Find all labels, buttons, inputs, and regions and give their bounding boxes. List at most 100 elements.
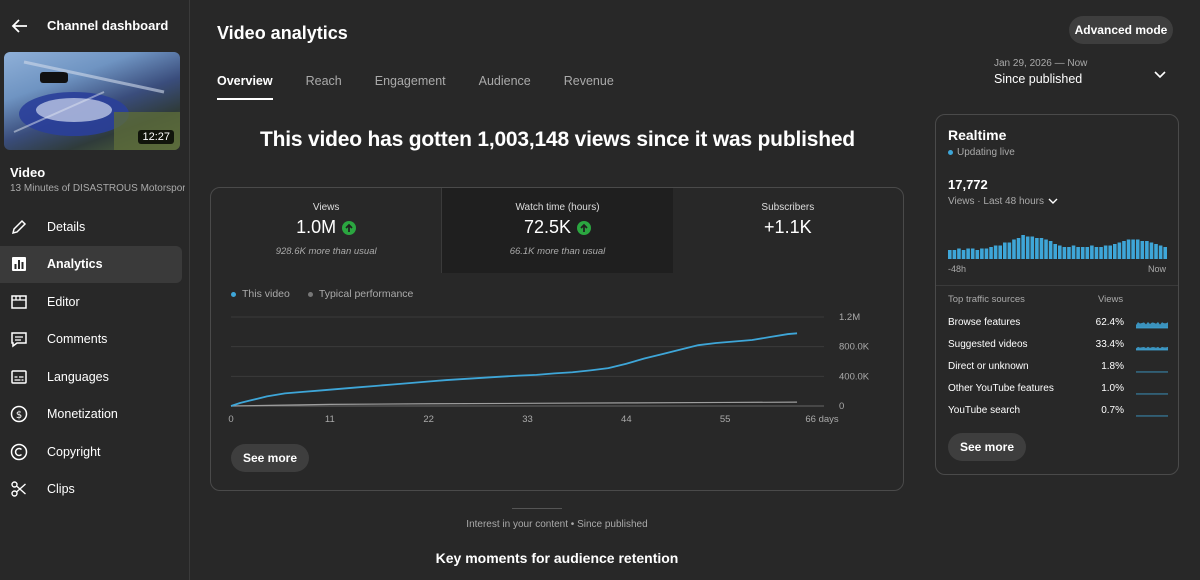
- realtime-bar[interactable]: [1035, 238, 1039, 259]
- scissors-icon: [11, 481, 26, 497]
- sidebar-item-label: Monetization: [47, 407, 118, 422]
- realtime-bar[interactable]: [1145, 241, 1149, 259]
- traffic-source-row[interactable]: Suggested videos 33.4%: [948, 337, 1168, 353]
- comments-icon: [11, 332, 27, 348]
- metric-subscribers[interactable]: Subscribers +1.1K: [673, 188, 903, 273]
- realtime-bar[interactable]: [1158, 245, 1163, 260]
- realtime-bar[interactable]: [1094, 247, 1099, 259]
- legend-dot: [307, 291, 313, 297]
- realtime-bar[interactable]: [1131, 239, 1135, 260]
- realtime-bar[interactable]: [1090, 245, 1094, 260]
- realtime-bar[interactable]: [961, 250, 966, 259]
- realtime-bar[interactable]: [1021, 235, 1025, 259]
- metric-value-wrap: +1.1K: [673, 217, 903, 238]
- realtime-bar[interactable]: [1067, 247, 1071, 259]
- tab-audience[interactable]: Audience: [478, 74, 531, 88]
- sidebar-item-clips[interactable]: Clips: [0, 471, 182, 509]
- realtime-bar[interactable]: [998, 245, 1002, 260]
- sidebar-header: Channel dashboard: [0, 0, 190, 50]
- realtime-bar[interactable]: [1154, 244, 1158, 259]
- realtime-bar[interactable]: [1080, 247, 1085, 259]
- date-range[interactable]: Jan 29, 2026 — Now: [994, 58, 1088, 69]
- realtime-bar[interactable]: [1122, 241, 1126, 259]
- back-arrow-icon[interactable]: [10, 16, 30, 36]
- video-thumbnail[interactable]: 12:27: [4, 52, 180, 150]
- realtime-bar[interactable]: [1053, 244, 1057, 259]
- realtime-bar[interactable]: [1117, 242, 1122, 260]
- video-name: 13 Minutes of DISASTROUS Motorsport...: [10, 183, 185, 194]
- video-duration: 12:27: [138, 130, 174, 144]
- traffic-source-row[interactable]: Other YouTube features 1.0%: [948, 381, 1168, 397]
- x-tick-label: 0: [228, 414, 233, 425]
- sidebar-item-monetization[interactable]: $ Monetization: [0, 396, 182, 434]
- sidebar-item-comments[interactable]: Comments: [0, 321, 182, 359]
- realtime-bar[interactable]: [1003, 242, 1007, 260]
- overview-card: Views 1.0M 928.6K more than usual Watch …: [210, 187, 904, 491]
- realtime-bar[interactable]: [1149, 242, 1154, 260]
- traffic-source-percent: 33.4%: [1095, 339, 1124, 350]
- sidebar: Channel dashboard 12:27 Video 13 Minutes…: [0, 0, 190, 580]
- realtime-bar[interactable]: [1016, 238, 1021, 259]
- realtime-bar[interactable]: [1163, 247, 1167, 259]
- chart-legend: This video Typical performance: [231, 288, 413, 300]
- views-headline: This video has gotten 1,003,148 views si…: [260, 128, 855, 151]
- realtime-bar[interactable]: [952, 250, 957, 259]
- metric-views[interactable]: Views 1.0M 928.6K more than usual: [211, 188, 443, 273]
- realtime-bar[interactable]: [1058, 245, 1062, 260]
- realtime-bar[interactable]: [975, 250, 980, 259]
- y-tick-label: 0: [839, 401, 844, 412]
- realtime-bar[interactable]: [1071, 245, 1076, 260]
- realtime-bar[interactable]: [980, 248, 984, 260]
- realtime-bar[interactable]: [948, 250, 952, 259]
- realtime-title: Realtime: [948, 127, 1007, 143]
- realtime-bar[interactable]: [1030, 236, 1035, 260]
- realtime-bar[interactable]: [1108, 245, 1112, 260]
- traffic-source-row[interactable]: YouTube search 0.7%: [948, 403, 1168, 419]
- realtime-period[interactable]: Views · Last 48 hours: [948, 196, 1059, 207]
- realtime-bar[interactable]: [1126, 239, 1131, 260]
- realtime-bar[interactable]: [1135, 239, 1140, 260]
- traffic-source-percent: 0.7%: [1101, 405, 1124, 416]
- realtime-bar[interactable]: [1044, 239, 1048, 260]
- realtime-bar[interactable]: [957, 248, 961, 260]
- traffic-source-row[interactable]: Direct or unknown 1.8%: [948, 359, 1168, 375]
- realtime-bar[interactable]: [993, 245, 998, 260]
- traffic-source-name: Other YouTube features: [948, 383, 1054, 394]
- realtime-bar[interactable]: [1039, 238, 1044, 259]
- tab-overview[interactable]: Overview: [217, 74, 273, 100]
- tab-engagement[interactable]: Engagement: [374, 74, 446, 88]
- realtime-bar[interactable]: [1140, 241, 1145, 259]
- realtime-bar[interactable]: [1099, 247, 1103, 259]
- tab-reach[interactable]: Reach: [305, 74, 342, 88]
- date-range-value[interactable]: Since published: [994, 72, 1083, 86]
- realtime-bar[interactable]: [1048, 241, 1053, 259]
- realtime-bar[interactable]: [1025, 236, 1030, 260]
- sidebar-item-editor[interactable]: Editor: [0, 283, 182, 321]
- realtime-bar[interactable]: [1085, 247, 1090, 259]
- trend-up-icon: [342, 220, 357, 235]
- realtime-bar[interactable]: [970, 248, 975, 260]
- legend-label: This video: [242, 288, 290, 300]
- realtime-bar[interactable]: [1113, 244, 1117, 259]
- sidebar-item-languages[interactable]: Languages: [0, 358, 182, 396]
- realtime-see-more-button[interactable]: See more: [948, 433, 1027, 461]
- realtime-bar[interactable]: [989, 247, 993, 259]
- realtime-bar[interactable]: [1062, 247, 1067, 259]
- realtime-bar[interactable]: [1076, 247, 1080, 259]
- advanced-mode-button[interactable]: Advanced mode: [1069, 16, 1173, 44]
- chevron-down-icon[interactable]: [1152, 66, 1168, 82]
- realtime-bar[interactable]: [966, 248, 970, 260]
- sidebar-item-details[interactable]: Details: [0, 208, 182, 246]
- realtime-bar[interactable]: [1007, 242, 1012, 260]
- metric-watch-time[interactable]: Watch time (hours) 72.5K 66.1K more than…: [442, 188, 673, 273]
- realtime-bar[interactable]: [1103, 245, 1108, 260]
- realtime-bar[interactable]: [1012, 239, 1016, 260]
- realtime-count: 17,772: [948, 177, 988, 192]
- sidebar-item-analytics[interactable]: Analytics: [0, 245, 182, 283]
- traffic-source-row[interactable]: Browse features 62.4%: [948, 315, 1168, 331]
- sidebar-item-label: Clips: [47, 482, 75, 497]
- see-more-button[interactable]: See more: [231, 444, 310, 472]
- realtime-bar[interactable]: [984, 248, 989, 260]
- tab-revenue[interactable]: Revenue: [563, 74, 614, 88]
- sidebar-item-copyright[interactable]: Copyright: [0, 433, 182, 471]
